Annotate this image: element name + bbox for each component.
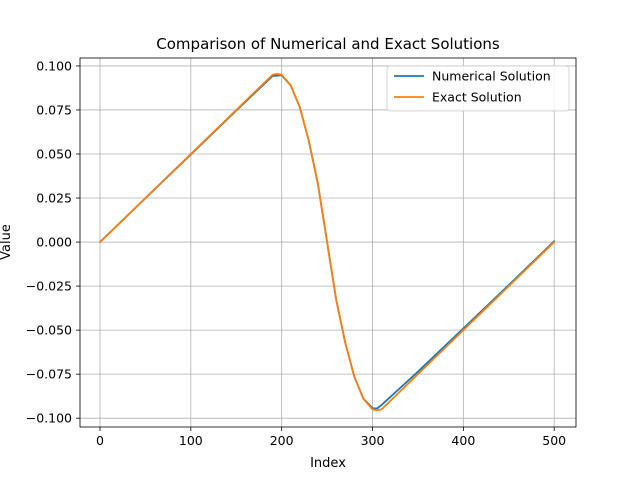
x-tick-label: 300 xyxy=(361,433,385,448)
chart-title: Comparison of Numerical and Exact Soluti… xyxy=(156,35,500,53)
y-tick-label: 0.050 xyxy=(36,146,72,161)
legend: Numerical Solution Exact Solution xyxy=(386,65,570,112)
legend-label-exact: Exact Solution xyxy=(432,90,522,105)
y-tick-label: −0.050 xyxy=(26,323,72,338)
legend-box xyxy=(386,65,570,112)
y-axis-ticks: −0.100 −0.075 −0.050 −0.025 0.000 0.025 0.050 0… xyxy=(26,58,80,426)
x-tick-label: 200 xyxy=(270,433,294,448)
y-tick-label: −0.100 xyxy=(26,411,72,426)
y-tick-label: 0.100 xyxy=(36,58,72,73)
series-lines xyxy=(99,72,556,412)
series-line-exact xyxy=(99,72,556,412)
x-axis-label: Index xyxy=(310,456,346,471)
plot-frame xyxy=(79,57,577,428)
x-tick-label: 0 xyxy=(96,433,104,448)
y-tick-label: 0.000 xyxy=(36,235,72,250)
x-tick-label: 400 xyxy=(451,433,475,448)
x-tick-label: 500 xyxy=(542,433,566,448)
y-tick-label: −0.025 xyxy=(26,279,72,294)
y-tick-label: 0.075 xyxy=(36,102,72,117)
legend-label-numerical: Numerical Solution xyxy=(432,69,551,84)
y-tick-label: −0.075 xyxy=(26,367,72,382)
y-tick-label: 0.025 xyxy=(36,191,72,206)
x-tick-label: 100 xyxy=(179,433,203,448)
x-axis-ticks: 0 100 200 300 400 500 xyxy=(96,427,566,448)
y-axis-label: Value xyxy=(0,224,14,260)
